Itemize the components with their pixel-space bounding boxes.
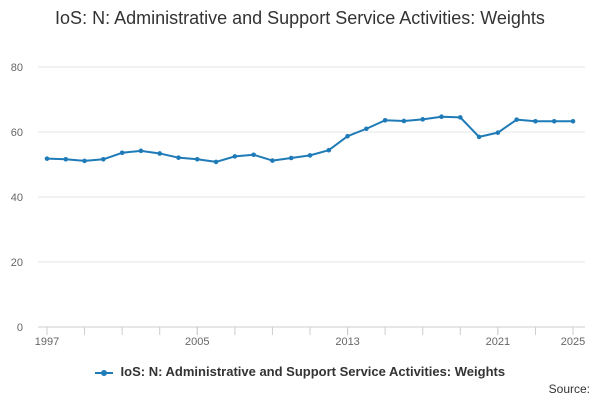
legend[interactable]: IoS: N: Administrative and Support Servi… [0,364,600,379]
x-tick-label: 2013 [335,336,359,348]
data-point[interactable] [119,150,125,156]
data-point[interactable] [307,153,313,158]
data-point[interactable] [157,151,163,156]
data-point[interactable] [439,114,444,120]
y-tick-label: 60 [11,127,23,139]
x-tick-label: 1997 [35,336,59,348]
data-point[interactable] [82,158,87,164]
data-point[interactable] [176,155,181,160]
data-point[interactable] [382,118,388,123]
data-point[interactable] [270,158,275,163]
data-point[interactable] [101,157,106,162]
data-point[interactable] [251,152,256,158]
data-point[interactable] [551,118,557,124]
data-point[interactable] [44,156,50,161]
data-point[interactable] [364,126,369,132]
legend-label: IoS: N: Administrative and Support Servi… [120,364,506,379]
data-point[interactable] [533,118,538,124]
y-tick-label: 80 [11,62,23,74]
y-tick-label: 40 [11,192,23,204]
grid-lines [38,66,585,328]
data-point[interactable] [570,118,576,124]
data-point[interactable] [345,133,350,139]
y-tick-label: 0 [17,322,23,334]
data-point[interactable] [232,154,238,159]
data-point[interactable] [326,147,332,153]
x-axis: 1997 2005 2013 2021 2025 [35,326,585,348]
data-point[interactable] [401,118,407,124]
data-point[interactable] [457,115,463,120]
x-tick-label: 2025 [561,336,585,348]
source-label: Source: [548,382,590,396]
data-point[interactable] [63,157,69,162]
y-tick-label: 20 [11,257,23,269]
y-axis: 0 20 40 60 80 [11,62,23,334]
data-point[interactable] [495,130,501,135]
data-point[interactable] [194,157,200,162]
x-tick-label: 2021 [486,336,510,348]
chart-title: IoS: N: Administrative and Support Servi… [55,8,545,28]
plot-series [44,114,576,165]
legend-marker-icon [94,368,113,378]
data-point[interactable] [138,148,144,154]
data-point[interactable] [288,155,294,161]
data-point[interactable] [213,159,219,165]
data-point[interactable] [476,134,482,140]
data-point[interactable] [420,117,426,122]
x-tick-label: 2005 [185,336,209,348]
data-point[interactable] [514,117,519,122]
